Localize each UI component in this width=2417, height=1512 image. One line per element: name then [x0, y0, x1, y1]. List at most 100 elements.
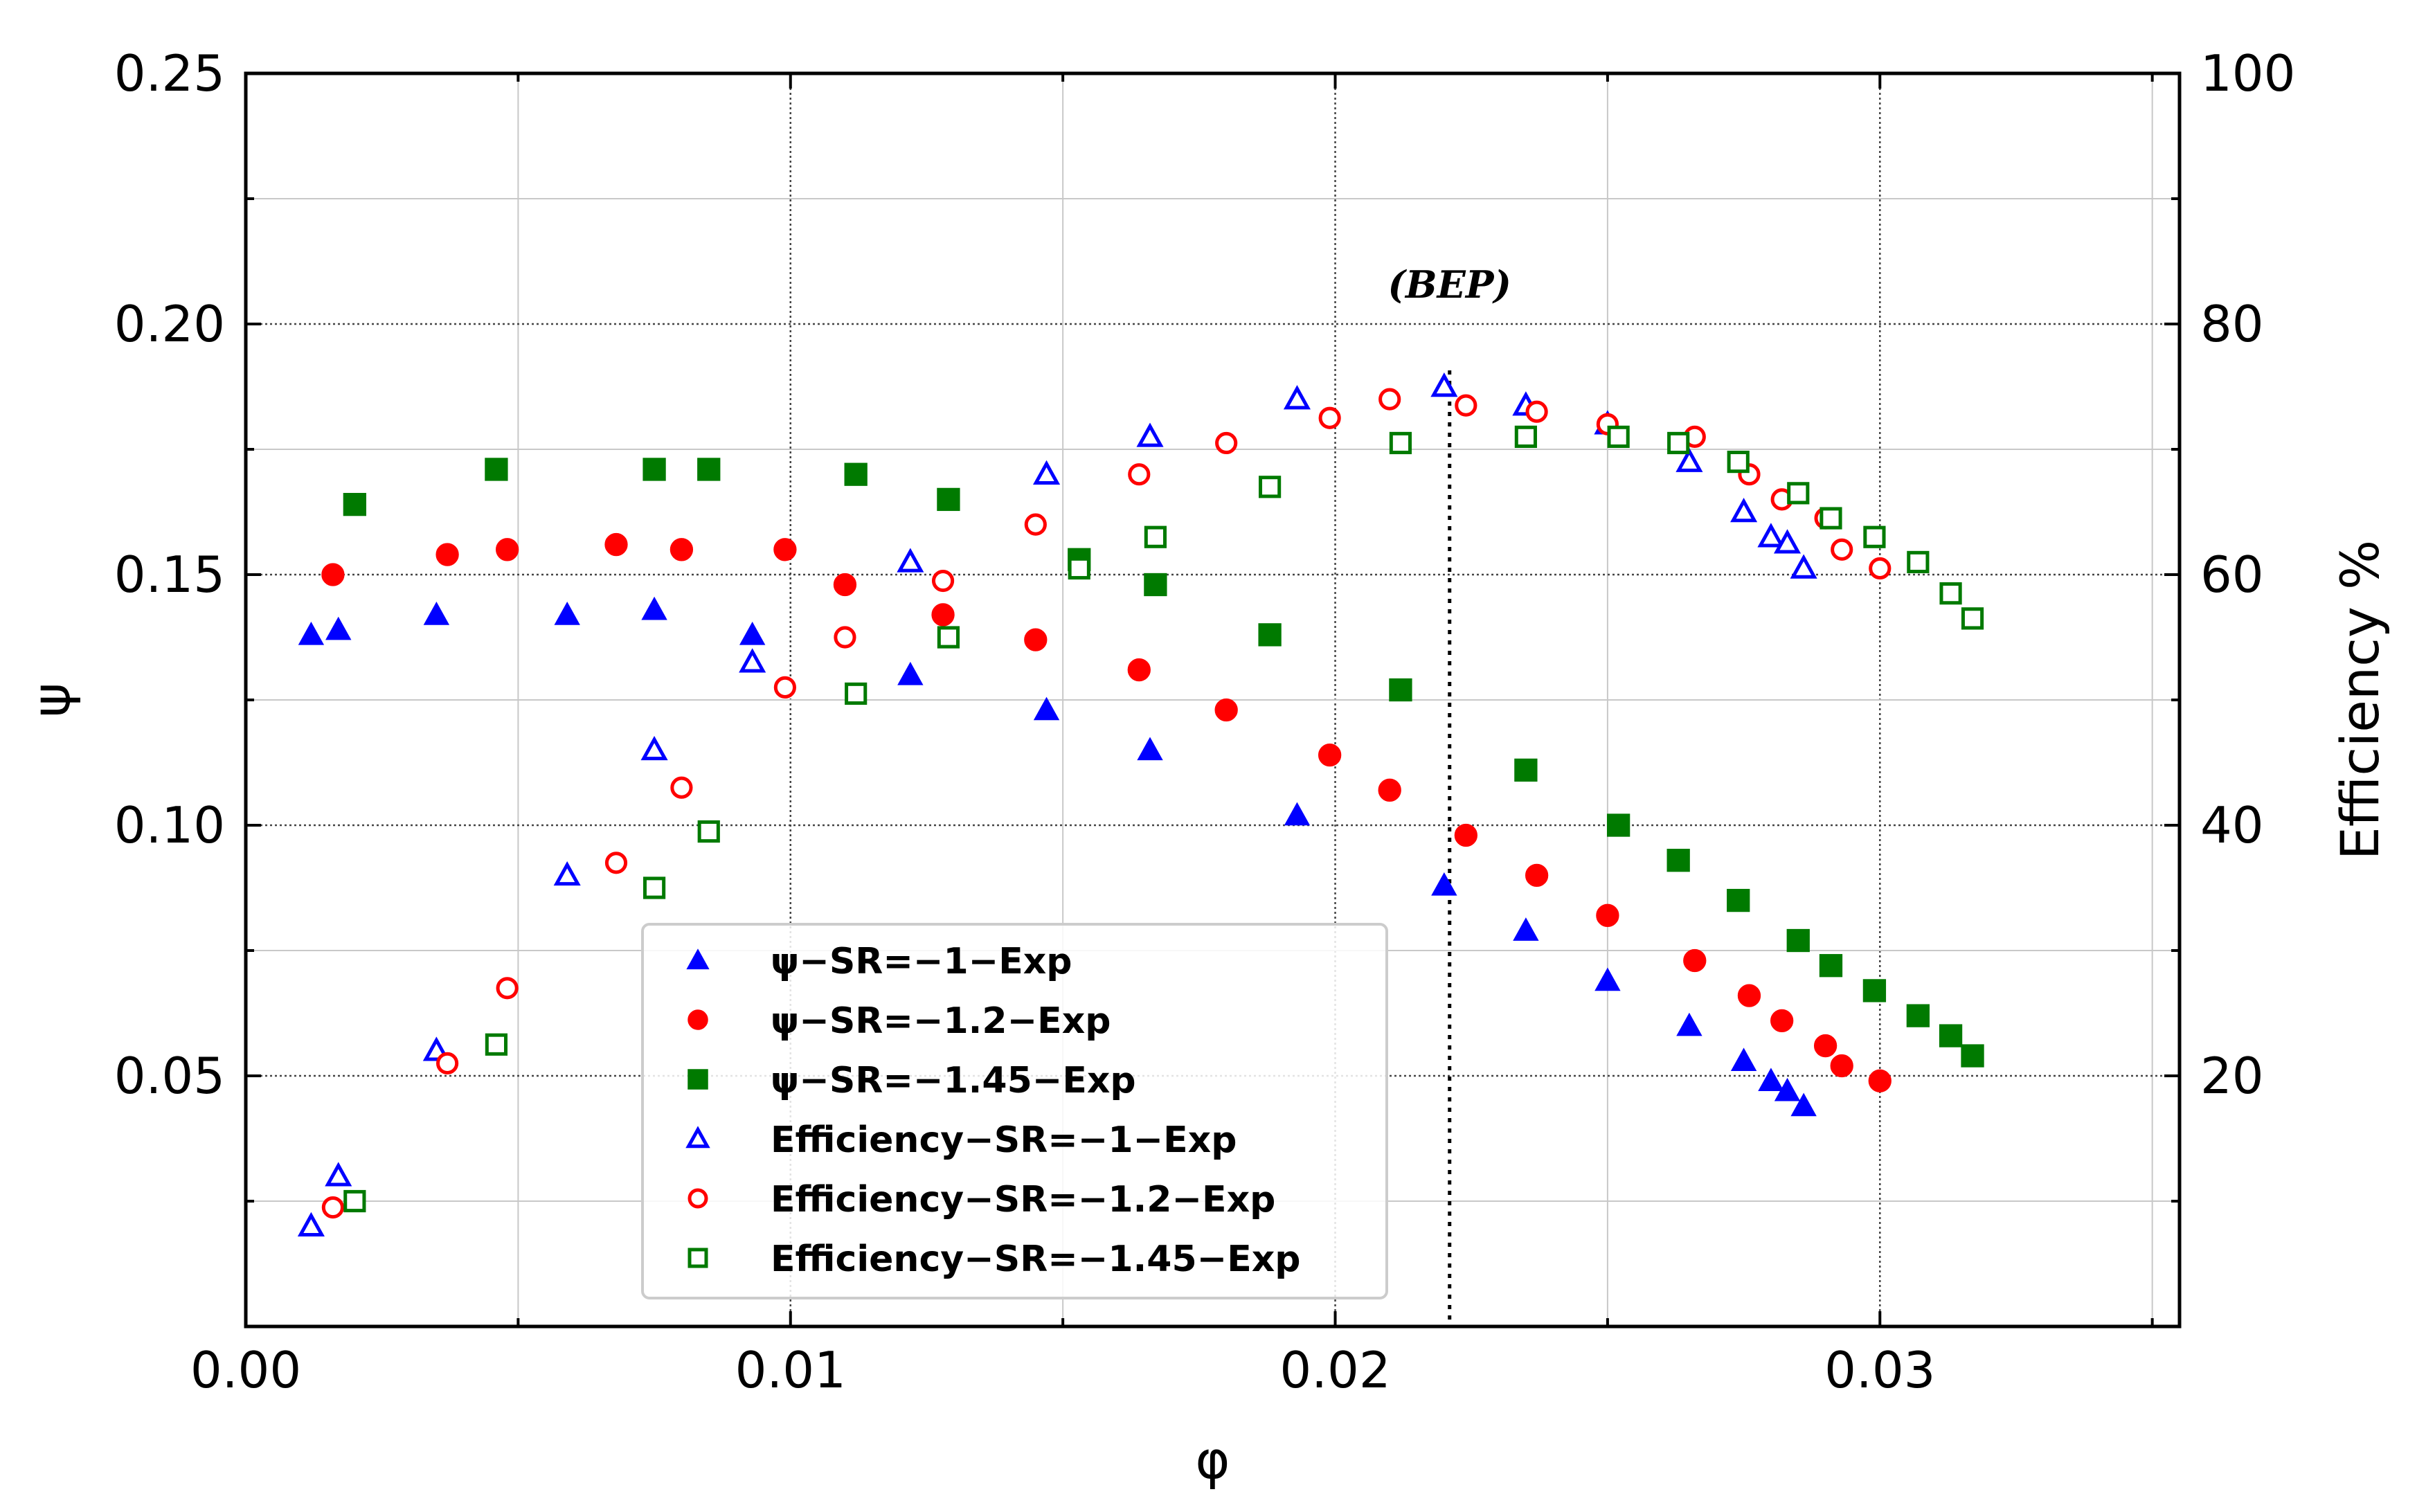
data-point	[1961, 1044, 1984, 1068]
data-point	[739, 622, 766, 645]
data-points	[297, 372, 1984, 1236]
data-point	[1727, 451, 1750, 474]
data-point	[496, 977, 519, 1000]
x-tick-label: 0.02	[1279, 1341, 1390, 1399]
data-point	[325, 1162, 352, 1187]
data-point	[1024, 628, 1048, 651]
data-point	[1830, 1054, 1853, 1078]
data-point	[1607, 425, 1630, 448]
legend-marker	[685, 1126, 710, 1149]
data-point	[1737, 984, 1761, 1007]
legend-item: ψ−SR=−1.2−Exp	[688, 1000, 1111, 1042]
data-point	[1666, 849, 1690, 872]
data-point	[1378, 388, 1401, 411]
legend-label: ψ−SR=−1.45−Exp	[771, 1060, 1136, 1101]
data-point	[1939, 582, 1962, 605]
x-tick-label: 0.00	[190, 1341, 301, 1399]
data-point	[1790, 554, 1817, 579]
data-point	[897, 548, 924, 573]
data-point	[1594, 967, 1621, 991]
y-tick-label: 0.20	[114, 295, 225, 353]
data-point	[1819, 954, 1843, 978]
data-point	[640, 735, 668, 761]
data-point	[1786, 928, 1810, 953]
data-point	[1430, 372, 1458, 397]
data-point	[1730, 1047, 1757, 1072]
data-point	[1676, 1012, 1702, 1036]
data-point	[1770, 1009, 1794, 1033]
data-point	[1667, 431, 1690, 455]
data-point	[1820, 507, 1842, 530]
data-point	[670, 776, 693, 799]
data-point	[1868, 1069, 1892, 1092]
y2-tick-label: 60	[2200, 546, 2264, 604]
data-point	[834, 626, 856, 649]
data-point	[937, 626, 960, 649]
data-point	[435, 543, 459, 566]
data-point	[1454, 823, 1477, 847]
data-point	[773, 676, 796, 699]
data-point	[897, 661, 924, 685]
y2-tick-label: 80	[2200, 295, 2264, 353]
data-point	[604, 532, 628, 557]
data-point	[1727, 888, 1750, 912]
y-tick-label: 0.10	[114, 796, 225, 854]
y2-tick-label: 100	[2200, 44, 2295, 102]
legend-marker	[688, 1248, 708, 1268]
data-point	[495, 538, 519, 561]
legend-item: Efficiency−SR=−1.2−Exp	[688, 1179, 1275, 1221]
x-tick-label: 0.03	[1824, 1341, 1935, 1399]
data-point	[423, 602, 450, 625]
data-point	[1596, 903, 1619, 927]
data-point	[773, 538, 797, 561]
data-point	[1144, 573, 1167, 597]
legend-marker	[686, 948, 710, 970]
legend-label: Efficiency−SR=−1−Exp	[771, 1119, 1237, 1161]
data-point	[1513, 917, 1539, 941]
data-point	[298, 622, 325, 645]
legend-item: ψ−SR=−1.45−Exp	[688, 1060, 1136, 1101]
data-point	[297, 1212, 325, 1236]
bep-label: (BEP)	[1387, 262, 1511, 307]
data-point	[1128, 463, 1151, 486]
data-point	[1215, 431, 1238, 455]
y-tick-label: 0.25	[114, 44, 225, 102]
legend-item: Efficiency−SR=−1.45−Exp	[688, 1239, 1301, 1280]
data-point	[436, 1052, 459, 1075]
data-point	[604, 852, 628, 874]
data-point	[1318, 406, 1341, 429]
y2-axis-title: Efficiency %	[2329, 540, 2391, 860]
data-point	[1068, 557, 1090, 580]
data-point	[1214, 698, 1238, 722]
data-point	[845, 682, 868, 705]
data-point	[1525, 863, 1549, 888]
data-point	[697, 458, 721, 481]
tick-labels: 0.00 0.01 0.02 0.03 0.05 0.10 0.15 0.20 0.25 20 40…	[114, 44, 2296, 1399]
data-point	[321, 1196, 344, 1219]
y-axis-title: ψ	[20, 683, 82, 717]
data-point	[343, 1189, 366, 1213]
legend-label: ψ−SR=−1.2−Exp	[771, 1000, 1111, 1042]
bep-annotation: (BEP)	[1387, 262, 1511, 1326]
legend-box	[641, 923, 1388, 1299]
data-point	[1431, 872, 1457, 896]
data-point	[1907, 550, 1930, 573]
legend-label: ψ−SR=−1−Exp	[771, 941, 1072, 982]
data-point	[1525, 400, 1548, 423]
data-point	[1144, 525, 1167, 548]
data-point	[1869, 557, 1892, 580]
data-point	[1675, 447, 1703, 472]
data-point	[1024, 513, 1047, 536]
data-point	[1758, 1068, 1784, 1092]
data-point	[1389, 431, 1412, 455]
data-point	[1259, 476, 1282, 498]
data-point	[833, 573, 857, 597]
x-tick-label: 0.01	[735, 1341, 846, 1399]
y2-tick-label: 40	[2200, 796, 2264, 854]
legend-marker	[688, 1009, 708, 1030]
data-point	[554, 602, 580, 625]
legend-item: ψ−SR=−1−Exp	[686, 941, 1072, 982]
legend-item: Efficiency−SR=−1−Exp	[685, 1119, 1237, 1161]
